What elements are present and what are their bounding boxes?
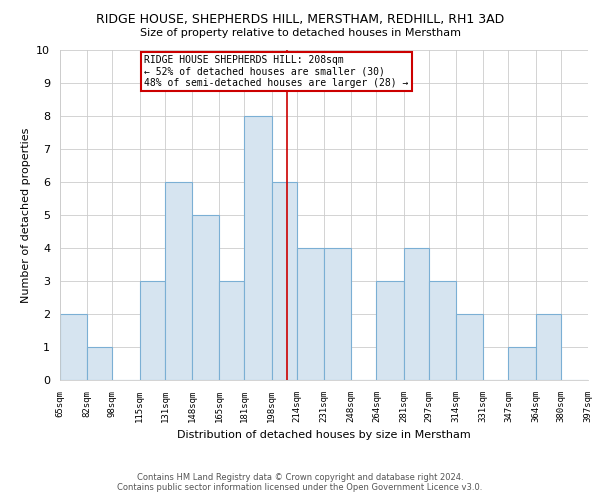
Text: RIDGE HOUSE SHEPHERDS HILL: 208sqm
← 52% of detached houses are smaller (30)
48%: RIDGE HOUSE SHEPHERDS HILL: 208sqm ← 52%… [144,55,409,88]
Bar [376,281,404,380]
Bar [219,281,244,380]
Bar [244,116,272,380]
X-axis label: Distribution of detached houses by size in Merstham: Distribution of detached houses by size … [177,430,471,440]
Bar [60,314,87,380]
Bar [456,314,483,380]
Bar [324,248,351,380]
Bar [87,347,112,380]
Bar [297,248,324,380]
Bar [165,182,192,380]
Text: RIDGE HOUSE, SHEPHERDS HILL, MERSTHAM, REDHILL, RH1 3AD: RIDGE HOUSE, SHEPHERDS HILL, MERSTHAM, R… [96,12,504,26]
Text: Size of property relative to detached houses in Merstham: Size of property relative to detached ho… [139,28,461,38]
Y-axis label: Number of detached properties: Number of detached properties [21,128,31,302]
Bar [536,314,561,380]
Bar [404,248,429,380]
Bar [192,215,219,380]
Bar [508,347,536,380]
Bar [140,281,165,380]
Bar [272,182,297,380]
Bar [429,281,456,380]
Text: Contains HM Land Registry data © Crown copyright and database right 2024.
Contai: Contains HM Land Registry data © Crown c… [118,473,482,492]
